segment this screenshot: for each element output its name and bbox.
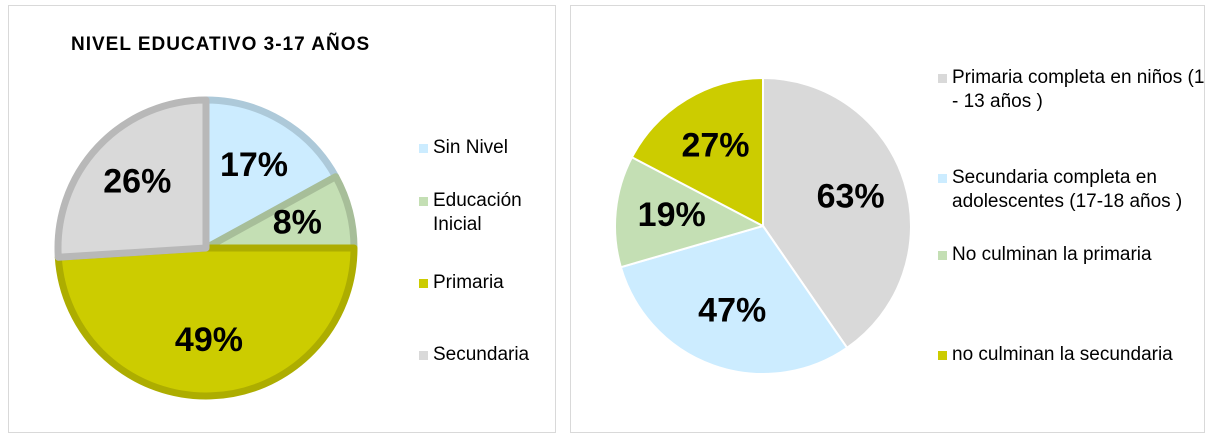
legend-label: Primaria [433,272,504,293]
pie-slice [619,225,849,375]
legend-label: no culminan la secundaria [952,344,1173,365]
legend-swatch [419,351,428,360]
legend-item: Educación Inicial [419,189,555,237]
legend-swatch [419,197,428,206]
chart-panel: 17% 8% 49% 26% NIVEL EDUCATIVO 3-17 AÑOS Sin … [8,5,556,433]
legend-label: Primaria completa en niños (12 - 13 años… [952,67,1205,112]
chart: 63% 47% 19% 27% [614,77,912,375]
legend-label: Secundaria completa en adolescentes (17-… [952,167,1183,212]
legend-item: No culminan la primaria [938,243,1204,267]
legend-label: Secundaria [433,344,530,365]
chart-panel: 63% 47% 19% 27% Primaria completa en niños (… [570,5,1205,433]
pie-slice [762,77,912,349]
legend-label: No culminan la primaria [952,244,1152,265]
legend-label: Sin Nivel [433,137,508,158]
data-label: 26% [103,162,171,200]
legend-swatch [938,174,947,183]
data-label: 19% [638,196,706,234]
legend-item: Sin Nivel [419,136,555,160]
data-label: 47% [698,291,766,329]
legend-item: Secundaria completa en adolescentes (17-… [938,166,1204,214]
pie-slice [54,244,358,400]
legend-swatch [419,144,428,153]
data-label: 8% [273,204,322,242]
legend-label: Educación Inicial [433,190,522,235]
pie-slice [614,156,764,269]
legend-item: Secundaria [419,343,555,367]
data-label: 63% [817,178,885,216]
legend-item: Primaria completa en niños (12 - 13 años… [938,66,1205,114]
legend-item: no culminan la secundaria [938,343,1204,367]
legend-swatch [938,251,947,260]
pie-slice [202,96,340,252]
legend-swatch [938,351,947,360]
pie-slice [630,77,764,227]
chart: 17% 8% 49% 26% [54,96,358,400]
legend-swatch [419,279,428,288]
pie-slice [54,96,210,261]
data-label: 27% [681,126,749,164]
data-label: 17% [220,146,288,184]
chart-title: NIVEL EDUCATIVO 3-17 AÑOS [71,34,371,55]
legend-item: Primaria [419,271,555,295]
data-label: 49% [175,321,243,359]
legend-swatch [938,74,947,83]
